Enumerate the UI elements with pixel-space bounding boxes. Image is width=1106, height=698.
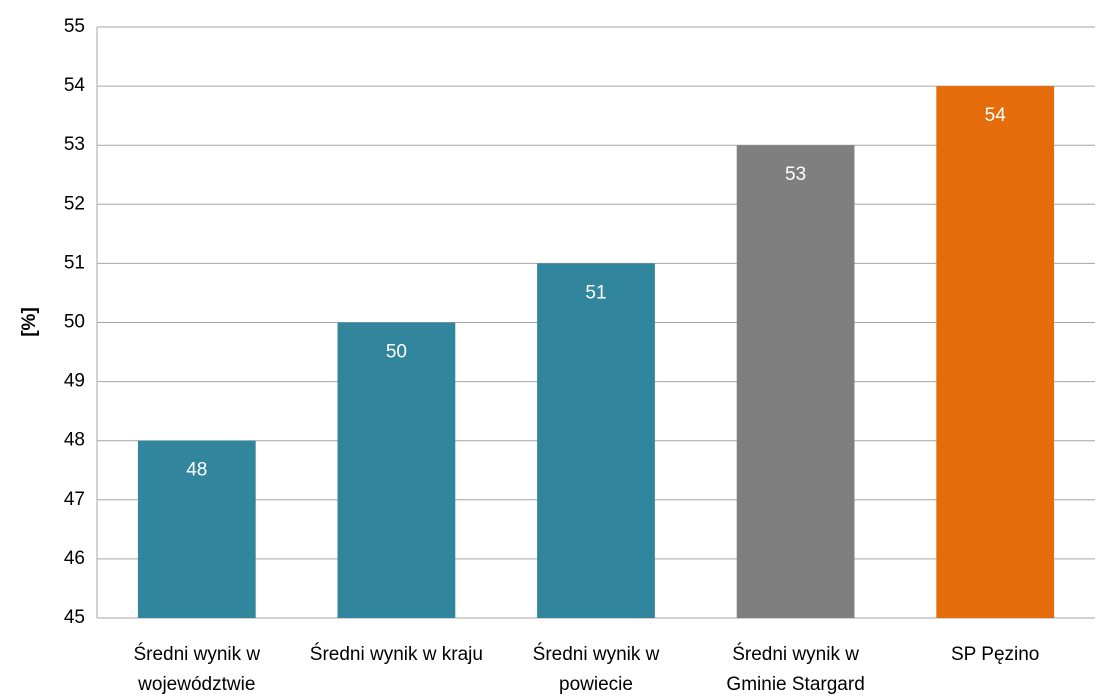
y-tick-label: 50 [64,312,85,333]
y-tick-label: 52 [64,193,85,214]
bar [936,86,1055,619]
y-axis-label: [%] [19,307,40,337]
x-tick-label: SP Pęzino [950,644,1040,665]
x-tick-label: Średni wynik w województwie [133,644,261,695]
y-tick-label: 48 [64,430,85,451]
data-label: 48 [186,460,207,481]
data-label: 50 [386,342,407,363]
x-tick-label: Średni wynik w powiecie [532,644,660,695]
x-tick-label: Średni wynik w Gminie Stargard [726,644,865,695]
y-tick-label: 45 [64,607,85,628]
data-label: 53 [785,164,806,185]
data-label: 51 [585,282,606,303]
bar [537,263,655,618]
bar [137,440,256,618]
bar [736,145,855,618]
data-label: 54 [985,105,1007,126]
y-tick-label: 53 [64,134,85,155]
y-tick-label: 49 [64,371,85,392]
y-tick-label: 46 [64,548,85,569]
y-tick-label: 51 [64,252,85,273]
x-tick-label: Średni wynik w kraju [309,644,483,665]
y-tick-label: 47 [64,489,85,510]
bar [337,322,456,618]
y-tick-label: 55 [64,16,85,37]
y-tick-label: 54 [64,75,86,96]
